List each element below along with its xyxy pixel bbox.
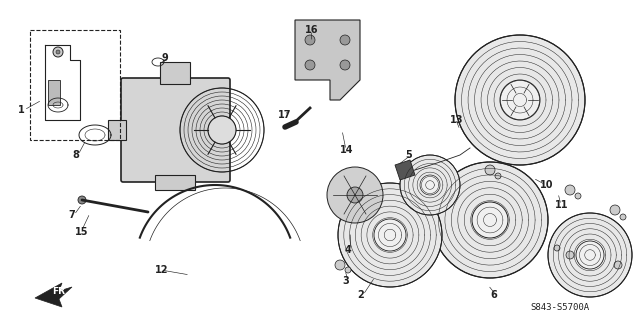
- Circle shape: [548, 213, 632, 297]
- Circle shape: [575, 193, 581, 199]
- Text: 1: 1: [18, 105, 25, 115]
- Circle shape: [472, 202, 508, 238]
- Polygon shape: [395, 160, 415, 180]
- Text: 4: 4: [345, 245, 352, 255]
- Circle shape: [305, 60, 315, 70]
- Text: 13: 13: [450, 115, 463, 125]
- Circle shape: [208, 116, 236, 144]
- Circle shape: [610, 205, 620, 215]
- FancyBboxPatch shape: [121, 78, 230, 182]
- Circle shape: [338, 183, 442, 287]
- Circle shape: [53, 47, 63, 57]
- Circle shape: [340, 35, 350, 45]
- Polygon shape: [295, 20, 360, 100]
- Text: 11: 11: [555, 200, 568, 210]
- Circle shape: [485, 165, 495, 175]
- Circle shape: [374, 219, 406, 251]
- Circle shape: [566, 251, 574, 259]
- Text: 9: 9: [162, 53, 169, 63]
- Circle shape: [335, 260, 345, 270]
- Circle shape: [420, 175, 440, 195]
- Circle shape: [455, 35, 585, 165]
- Text: 15: 15: [75, 227, 88, 237]
- Text: 7: 7: [68, 210, 75, 220]
- Circle shape: [56, 50, 60, 54]
- Circle shape: [565, 185, 575, 195]
- Bar: [160, 62, 190, 84]
- Circle shape: [620, 214, 626, 220]
- Polygon shape: [48, 80, 60, 105]
- Circle shape: [432, 162, 548, 278]
- Circle shape: [327, 167, 383, 223]
- Circle shape: [500, 80, 540, 120]
- Polygon shape: [35, 283, 72, 307]
- Text: 5: 5: [405, 150, 412, 160]
- Circle shape: [554, 245, 560, 251]
- Text: 10: 10: [540, 180, 554, 190]
- Text: 3: 3: [342, 276, 349, 286]
- Circle shape: [305, 35, 315, 45]
- Circle shape: [78, 196, 86, 204]
- Text: 17: 17: [278, 110, 291, 120]
- Circle shape: [340, 60, 350, 70]
- Circle shape: [614, 261, 622, 269]
- Text: S843-S5700A: S843-S5700A: [531, 303, 589, 313]
- Text: 12: 12: [155, 265, 168, 275]
- Bar: [108, 120, 126, 140]
- Circle shape: [495, 173, 501, 179]
- Text: 8: 8: [72, 150, 79, 160]
- Text: 2: 2: [357, 290, 364, 300]
- Circle shape: [576, 241, 604, 269]
- Text: 16: 16: [305, 25, 319, 35]
- Circle shape: [400, 155, 460, 215]
- Circle shape: [345, 267, 351, 273]
- Text: 6: 6: [490, 290, 497, 300]
- Circle shape: [347, 187, 363, 203]
- Text: FR.: FR.: [52, 287, 68, 296]
- Bar: [30, 30, 120, 140]
- Text: 14: 14: [340, 145, 353, 155]
- Bar: [155, 175, 195, 190]
